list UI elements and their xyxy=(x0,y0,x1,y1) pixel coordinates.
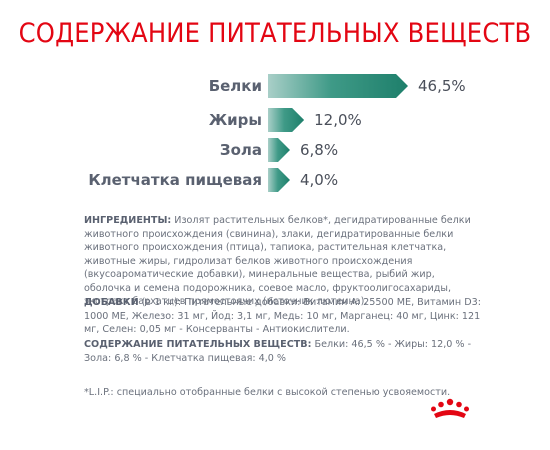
additives-label: ДОБАВКИ xyxy=(84,297,139,308)
ingredients-paragraph: ИНГРЕДИЕНТЫ: Изолят растительных белков*… xyxy=(84,214,484,309)
bar xyxy=(268,168,290,192)
ingredients-label: ИНГРЕДИЕНТЫ: xyxy=(84,215,172,226)
nutrients-paragraph: СОДЕРЖАНИЕ ПИТАТЕЛЬНЫХ ВЕЩЕСТВ: Белки: 4… xyxy=(84,338,484,365)
royal-canin-crown-icon xyxy=(431,398,469,418)
category-label: Жиры xyxy=(208,111,262,129)
ingredients-text: Изолят растительных белков*, дегидратиро… xyxy=(84,215,471,307)
bar xyxy=(268,108,304,132)
page-title: СОДЕРЖАНИЕ ПИТАТЕЛЬНЫХ ВЕЩЕСТВ xyxy=(18,18,532,49)
bar xyxy=(268,74,408,98)
nutrients-text: Белки: 46,5 % - Жиры: 12,0 % - Зола: 6,8… xyxy=(84,339,472,364)
additives-unit: (в 1 кг): xyxy=(138,297,182,308)
bar xyxy=(268,138,290,162)
category-label-row: Белки xyxy=(0,72,262,100)
additives-paragraph: ДОБАВКИ (в 1 кг): Питательные добавки: В… xyxy=(84,296,484,337)
category-label-row: Клетчатка пищевая xyxy=(0,166,262,194)
value-label: 6,8% xyxy=(300,141,339,159)
additives-text: Питательные добавки: Витамин A: 25500 МЕ… xyxy=(84,297,481,335)
value-label: 12,0% xyxy=(314,111,362,129)
value-label: 46,5% xyxy=(418,77,466,95)
category-label-row: Жиры xyxy=(0,106,262,134)
footnote: *L.I.P.: специально отобранные белки с в… xyxy=(84,387,451,398)
value-label: 4,0% xyxy=(300,171,339,189)
category-label-row: Зола xyxy=(0,136,262,164)
nutrients-label: СОДЕРЖАНИЕ ПИТАТЕЛЬНЫХ ВЕЩЕСТВ: xyxy=(84,339,312,350)
category-label: Зола xyxy=(219,141,262,159)
category-label: Белки xyxy=(208,77,262,95)
category-label: Клетчатка пищевая xyxy=(88,171,262,189)
